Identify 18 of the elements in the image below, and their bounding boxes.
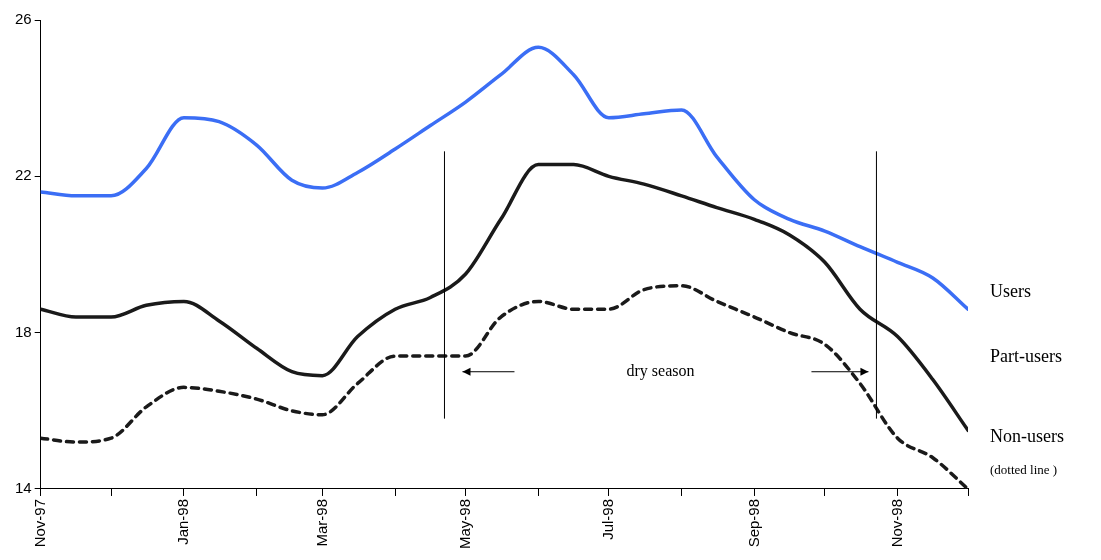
x-tick-label: Nov-97 [30,498,48,548]
line-series [40,45,968,311]
x-tick-label: Nov-98 [887,498,905,548]
y-tick-label: 18 [15,322,32,340]
x-tick-label: May-98 [455,498,473,550]
text: Part-users [990,346,1062,367]
y-tick-label: 14 [15,479,32,497]
y-tick-label: 26 [15,10,32,28]
annotation: dry season [626,361,695,380]
y-tick-label: 22 [15,166,32,184]
text: (dotted line ) [990,461,1058,477]
x-tick-label: Mar-98 [312,498,330,547]
x-tick-label: Jul-98 [598,498,616,540]
x-tick-label: Jan-98 [174,498,192,545]
text: Non-users [990,426,1064,447]
series-label: Users [990,280,1031,301]
x-tick-label: Sep-98 [744,498,762,548]
line-series [40,162,968,433]
